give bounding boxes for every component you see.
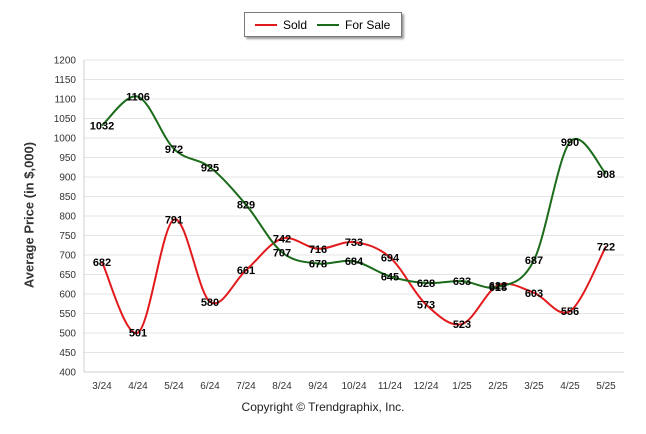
data-label-sold: 742 [273,234,291,246]
y-tick-label: 800 [59,212,76,223]
y-tick-label: 450 [59,348,76,359]
data-label-sold: 661 [237,265,255,277]
series-line-sold [101,218,607,334]
y-tick-label: 1100 [54,95,76,106]
x-tick-label: 1/25 [452,381,472,392]
copyright-text: Copyright © Trendgraphix, Inc. [241,400,405,414]
data-label-sold: 722 [597,241,615,253]
data-label-sold: 733 [345,237,363,249]
y-tick-label: 600 [59,290,76,301]
y-tick-label: 950 [59,153,76,164]
x-tick-label: 11/24 [378,381,403,392]
y-axis-label: Average Price (in $,000) [21,141,37,289]
data-label-for-sale: 645 [381,271,399,283]
x-tick-labels: 3/24 4/24 5/24 6/24 7/24 8/24 9/24 10/24 11/24 12… [92,381,616,392]
data-label-sold: 580 [201,297,219,309]
legend-label-sold: Sold [283,18,308,32]
legend-item-for-sale[interactable]: For Sale [317,18,390,32]
y-tick-label: 1200 [54,56,77,67]
data-label-sold: 523 [453,319,471,331]
data-label-sold: 694 [381,252,400,264]
y-tick-label: 1050 [54,114,77,125]
data-label-for-sale: 678 [309,259,327,271]
x-tick-label: 3/25 [524,381,544,392]
data-label-sold: 791 [165,215,183,227]
series-lines [101,95,607,334]
y-tick-label: 1000 [54,134,77,145]
x-tick-label: 4/25 [560,381,580,392]
y-tick-label: 650 [59,270,76,281]
y-tick-label: 400 [59,368,76,379]
y-tick-label: 550 [59,309,76,320]
data-label-for-sale: 1106 [126,92,150,104]
data-labels: 682 501 791 580 661 742 716 733 694 573 523 622 603 5… [90,92,615,340]
x-tick-label: 8/24 [272,381,292,392]
data-label-for-sale: 628 [417,278,435,290]
data-label-sold: 573 [417,300,435,312]
y-tick-label: 750 [59,231,76,242]
legend-swatch-for-sale [317,24,339,26]
legend-label-for-sale: For Sale [345,18,391,32]
series-line-for-sale [101,95,607,289]
data-label-for-sale: 972 [165,144,183,156]
legend-item-sold[interactable]: Sold [255,18,307,32]
legend: Sold For Sale [244,12,402,37]
y-tick-label: 850 [59,192,76,203]
grid [84,59,624,373]
data-label-sold: 501 [129,328,147,340]
data-label-sold: 716 [309,244,327,256]
x-tick-label: 2/25 [488,381,508,392]
x-tick-label: 4/24 [128,381,148,392]
y-tick-labels: 400 450 500 550 600 650 700 750 800 850 900 950 1000… [54,56,77,379]
data-label-sold: 622 [489,280,507,292]
data-label-for-sale: 633 [453,276,471,288]
x-tick-label: 6/24 [200,381,220,392]
data-label-for-sale: 908 [597,169,615,181]
x-tick-label: 7/24 [236,381,256,392]
data-label-sold: 682 [93,257,111,269]
y-tick-label: 500 [59,329,76,340]
data-label-for-sale: 707 [273,247,291,259]
data-label-for-sale: 990 [561,137,579,149]
data-label-sold: 603 [525,288,543,300]
y-tick-label: 900 [59,173,76,184]
x-tick-label: 12/24 [413,381,438,392]
x-tick-label: 3/24 [92,381,112,392]
data-label-for-sale: 618 [489,282,507,294]
y-tick-label: 1150 [54,75,76,86]
data-label-for-sale: 1032 [90,121,114,133]
y-tick-label: 700 [59,251,76,262]
axes [83,60,624,373]
x-tick-label: 10/24 [341,381,366,392]
x-tick-label: 5/25 [596,381,616,392]
data-label-sold: 556 [561,306,579,318]
data-label-for-sale: 829 [237,200,255,212]
x-tick-label: 5/24 [164,381,184,392]
data-label-for-sale: 684 [345,256,364,268]
data-label-for-sale: 925 [201,162,219,174]
data-label-for-sale: 687 [525,255,543,267]
x-tick-label: 9/24 [308,381,328,392]
legend-swatch-sold [255,24,277,26]
